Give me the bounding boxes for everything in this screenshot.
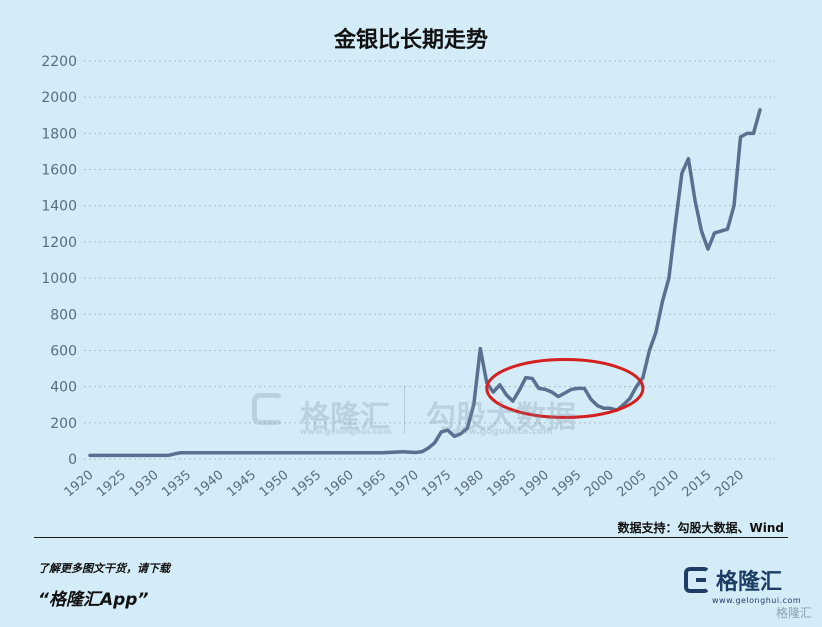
promo-line-2: “格隆汇App” (38, 590, 149, 610)
watermark-gelonghui-url: www.gelonghui.com (300, 427, 392, 436)
x-tick-label: 1945 (224, 468, 259, 501)
x-tick-label: 1980 (452, 468, 487, 501)
x-tick-label: 1955 (289, 468, 324, 501)
grid-lines (84, 60, 775, 460)
y-tick-label: 2000 (41, 90, 77, 106)
x-tick-label: 1920 (62, 468, 97, 501)
x-tick-label: 1965 (354, 468, 389, 501)
x-tick-label: 2015 (680, 468, 715, 501)
y-axis-ticks: 0 200 400 600 800 1000 1200 1400 1600 1800 2000 220… (41, 54, 77, 468)
promo-line-1: 了解更多图文干货，请下载 (38, 562, 170, 575)
corner-watermark: 格隆汇 (775, 606, 812, 620)
y-tick-label: 1000 (41, 271, 77, 287)
x-tick-label: 1975 (419, 468, 454, 501)
x-tick-label: 1970 (387, 468, 422, 501)
x-tick-label: 2020 (712, 468, 747, 501)
y-tick-label: 800 (50, 307, 77, 323)
y-tick-label: 400 (50, 380, 77, 396)
watermark-gogudata-url: www.gogudata.com (452, 427, 553, 437)
x-axis-ticks: 1920192519301935194019451950195519601965… (62, 468, 747, 501)
x-tick-label: 1960 (322, 468, 357, 501)
watermark-gelonghui: 格隆汇 (300, 400, 390, 435)
footer-divider (34, 537, 788, 538)
gold-silver-ratio-line (88, 108, 762, 458)
x-tick-label: 2010 (647, 468, 682, 501)
data-source: 数据支持：勾股大数据、Wind (617, 521, 784, 535)
logo-name: 格隆汇 (716, 570, 783, 595)
y-tick-label: 2200 (41, 54, 77, 70)
x-tick-label: 1930 (127, 468, 162, 501)
x-tick-label: 1950 (257, 468, 292, 501)
y-tick-label: 1600 (41, 163, 77, 179)
x-tick-label: 1990 (517, 468, 552, 501)
chart-title: 金银比长期走势 (333, 28, 488, 53)
y-tick-label: 0 (68, 452, 77, 468)
x-tick-label: 1995 (549, 468, 584, 501)
y-tick-label: 1800 (41, 126, 77, 142)
x-tick-label: 1985 (484, 468, 519, 501)
watermark-logo-icon (252, 393, 284, 425)
x-tick-label: 2000 (582, 468, 617, 501)
brand-logo: 格隆汇 (684, 564, 782, 596)
x-tick-label: 1925 (94, 468, 129, 501)
x-tick-label: 1935 (159, 468, 194, 501)
y-tick-label: 1200 (41, 235, 77, 251)
watermark-gogudata: 勾股大数据 (426, 400, 576, 435)
y-tick-label: 600 (50, 343, 77, 359)
y-tick-label: 200 (50, 416, 77, 432)
highlight-ellipse (485, 358, 645, 419)
x-tick-label: 1940 (192, 468, 227, 501)
logo-icon (684, 567, 710, 593)
watermark-divider (404, 386, 405, 434)
logo-url: www.gelonghui.com (712, 596, 802, 605)
x-tick-label: 2005 (614, 468, 649, 501)
y-tick-label: 1400 (41, 199, 77, 215)
